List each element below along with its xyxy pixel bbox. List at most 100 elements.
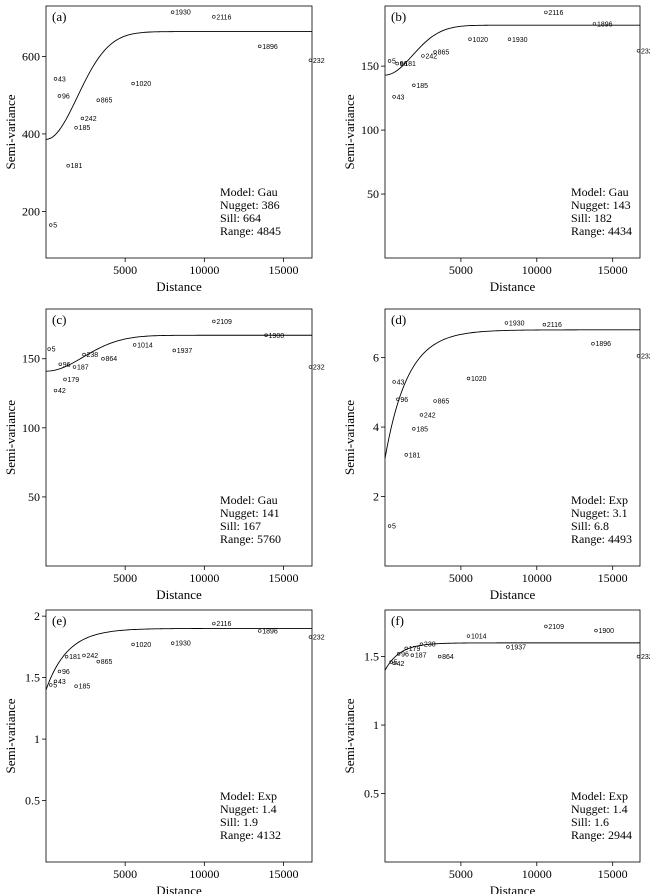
panel-2-point-count-label: 1896: [597, 21, 613, 28]
panel-1-point-count-label: 181: [71, 163, 83, 170]
panel-1-model-annotation: Range: 4845: [220, 224, 281, 238]
panel-2-data-point: [468, 37, 472, 41]
panel-4-point-count-label: 2116: [547, 322, 562, 329]
panel-4-data-point: [396, 397, 400, 401]
panel-5-x-tick-label: 15000: [269, 867, 299, 881]
panel-5-point-count-label: 181: [69, 654, 81, 661]
panel-2-data-point: [395, 61, 399, 66]
panel-2-data-point: [636, 49, 641, 53]
panel-5-data-point: [258, 629, 262, 633]
panel-1-point-count-label: 242: [85, 116, 97, 123]
panel-2-frame: [384, 5, 641, 259]
panel-6-x-tick-label: 5000: [449, 867, 473, 881]
panel-4-model-annotation: Model: Exp: [571, 493, 628, 507]
panel-6-data-point: [437, 654, 442, 659]
panel-4-point-count-label: 96: [400, 397, 408, 404]
panel-6-y-tick-label: 1.5: [364, 650, 379, 664]
panel-1-x-tick-label: 10000: [189, 263, 219, 277]
panel-6-x-tick-label: 15000: [598, 867, 628, 881]
panel-4-point-count-label: 1930: [509, 320, 525, 327]
panel-4-point-count-label: 185: [416, 426, 428, 433]
panel-6-point-count-label: 232: [641, 654, 650, 661]
panel-6-point-count-label: 1900: [598, 628, 614, 635]
panel-1-x-axis-label: Distance: [156, 279, 202, 294]
panel-4-data-point: [466, 376, 471, 381]
panel-6-data-point: [396, 652, 401, 656]
panel-4-x-tick-label: 10000: [522, 571, 552, 585]
panel-2-data-point: [412, 83, 416, 88]
panel-1-data-point: [57, 94, 62, 98]
panel-2-model-annotation: Model: Gau: [571, 185, 629, 199]
panel-3-point-count-label: 187: [77, 365, 89, 372]
panel-5-point-count-label: 1930: [175, 641, 191, 648]
panel-2-x-axis-label: Distance: [490, 279, 536, 294]
panel-1-data-point: [131, 81, 135, 86]
panel-5-data-point: [74, 684, 78, 688]
panel-4-frame: [384, 308, 641, 567]
panel-5-data-point: [57, 669, 62, 674]
panel-4-data-point: [387, 524, 392, 528]
panel-4-data-point: [392, 380, 396, 384]
panel-2-y-tick-label: 50: [367, 187, 379, 201]
panel-6-data-point: [419, 642, 424, 646]
panel-3-point-count-label: 1900: [269, 333, 285, 340]
panel-6-point-count-label: 179: [409, 646, 421, 653]
panel-4-data-point: [636, 354, 641, 358]
panel-5-model-curve: [45, 627, 312, 691]
panel-3-point-count-label: 42: [58, 388, 66, 395]
panel-6-y-axis-label: Semi-variance: [342, 698, 357, 773]
panel-1-data-point: [96, 98, 100, 102]
panel-1-y-tick-label: 400: [22, 127, 40, 141]
panel-1-data-point: [308, 58, 313, 62]
panel-5-data-point: [96, 659, 100, 664]
panel-1-data-point: [212, 15, 216, 19]
panel-3-y-tick-label: 100: [22, 421, 40, 435]
panel-6-model-annotation: Model: Exp: [571, 789, 628, 803]
panel-4-data-point: [433, 399, 437, 403]
panel-3-model-annotation: Nugget: 141: [220, 506, 280, 520]
panel-4-x-tick-label: 15000: [598, 571, 628, 585]
panel-6-model-annotation: Nugget: 1.4: [571, 802, 628, 816]
panel-6-x-axis-label: Distance: [490, 883, 536, 894]
panel-2-model-annotation: Range: 4434: [571, 224, 632, 238]
panel-2-x-tick-label: 15000: [598, 263, 628, 277]
panel-5-point-count-label: 1896: [262, 628, 278, 635]
panel-4-model-curve: [384, 329, 640, 459]
panel-2-point-count-label: 185: [416, 83, 428, 90]
panel-5-data-point: [49, 683, 53, 687]
panel-6-point-count-label: 96: [401, 651, 409, 658]
panel-3-data-point: [264, 333, 268, 337]
panel-6-y-tick-label: 1: [373, 718, 379, 732]
panel-2-point-count-label: 1020: [473, 37, 489, 44]
panel-3-point-count-label: 2109: [216, 319, 232, 326]
panel-2-model-annotation: Sill: 182: [571, 211, 612, 225]
panel-5-x-tick-label: 5000: [113, 867, 137, 881]
panel-5-data-point: [170, 641, 175, 645]
panel-3-x-tick-label: 5000: [113, 571, 137, 585]
panel-6-point-count-label: 864: [442, 654, 454, 661]
panel-4-data-point: [591, 342, 595, 346]
panel-3-point-count-label: 864: [106, 356, 118, 363]
panel-1-point-count-label: 1020: [136, 81, 152, 88]
panel-3-model-annotation: Sill: 167: [220, 519, 261, 533]
panel-2-model-annotation: Nugget: 143: [571, 198, 631, 212]
panel-3-data-point: [82, 352, 86, 357]
panel-1-data-point: [53, 77, 58, 81]
panel-4-model-annotation: Nugget: 3.1: [571, 506, 628, 520]
panel-2-point-count-label: 232: [641, 48, 650, 55]
panel-6-data-point: [389, 660, 393, 664]
panel-5-y-axis-label: Semi-variance: [3, 698, 18, 773]
panel-6-data-point: [594, 628, 598, 633]
panel-3-frame: [45, 308, 313, 567]
panel-2-model-curve: [384, 24, 640, 76]
panel-3-data-point: [212, 319, 216, 324]
panel-6-point-count-label: 42: [397, 661, 405, 668]
panel-5-model-annotation: Sill: 1.9: [220, 815, 258, 829]
panel-5-point-count-label: 2116: [216, 621, 231, 628]
panel-1-y-axis-label: Semi-variance: [3, 94, 18, 169]
panel-5-point-count-label: 242: [87, 653, 99, 660]
panel-2-point-count-label: 43: [397, 94, 405, 101]
panel-1-model-annotation: Sill: 664: [220, 211, 261, 225]
panel-1-y-tick-label: 600: [22, 49, 40, 63]
panel-3-point-count-label: 179: [68, 377, 80, 384]
